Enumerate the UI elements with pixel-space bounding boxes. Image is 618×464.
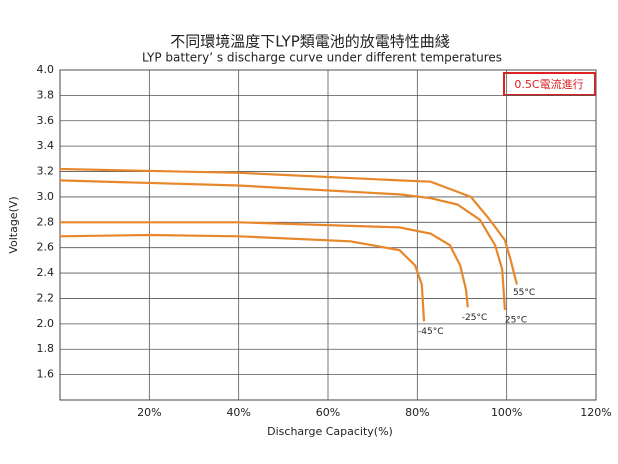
y-tick-label: 2.4 — [37, 266, 55, 279]
series-line — [60, 221, 469, 308]
x-tick-label: 60% — [316, 406, 340, 419]
x-tick-label: 80% — [405, 406, 429, 419]
y-tick-label: 1.6 — [37, 368, 55, 381]
chart-title: 不同環境溫度下LYP類電池的放電特性曲綫 — [170, 33, 450, 51]
y-tick-label: 4.0 — [37, 63, 55, 76]
y-tick-label: 2.6 — [37, 241, 55, 254]
series-label: 55°C — [513, 288, 535, 298]
y-tick-label: 2.2 — [37, 291, 55, 304]
x-tick-label: 40% — [226, 406, 250, 419]
series-line — [59, 179, 506, 310]
y-tick-label: 3.8 — [37, 88, 55, 101]
series-label: -45°C — [418, 327, 443, 337]
series-line — [59, 233, 426, 322]
series-label: 25°C — [505, 315, 527, 325]
series-line — [59, 167, 518, 285]
y-tick-label: 3.2 — [37, 165, 55, 178]
x-tick-label: 100% — [491, 406, 522, 419]
x-axis-label: Discharge Capacity(%) — [267, 425, 393, 438]
y-axis-label: Voltage(V) — [7, 196, 20, 253]
note: 0.5C電流進行 — [514, 77, 583, 91]
x-tick-label: 120% — [580, 406, 611, 419]
y-tick-label: 2.8 — [37, 215, 55, 228]
y-tick-label: 3.0 — [37, 190, 55, 203]
y-tick-label: 2.0 — [37, 317, 55, 330]
chart-subtitle: LYP battery’ s discharge curve under dif… — [142, 51, 502, 65]
series-label: -25°C — [462, 313, 487, 323]
y-tick-label: 3.6 — [37, 114, 55, 127]
y-tick-label: 3.4 — [37, 139, 55, 152]
x-tick-label: 20% — [137, 406, 161, 419]
y-tick-label: 1.8 — [37, 342, 55, 355]
